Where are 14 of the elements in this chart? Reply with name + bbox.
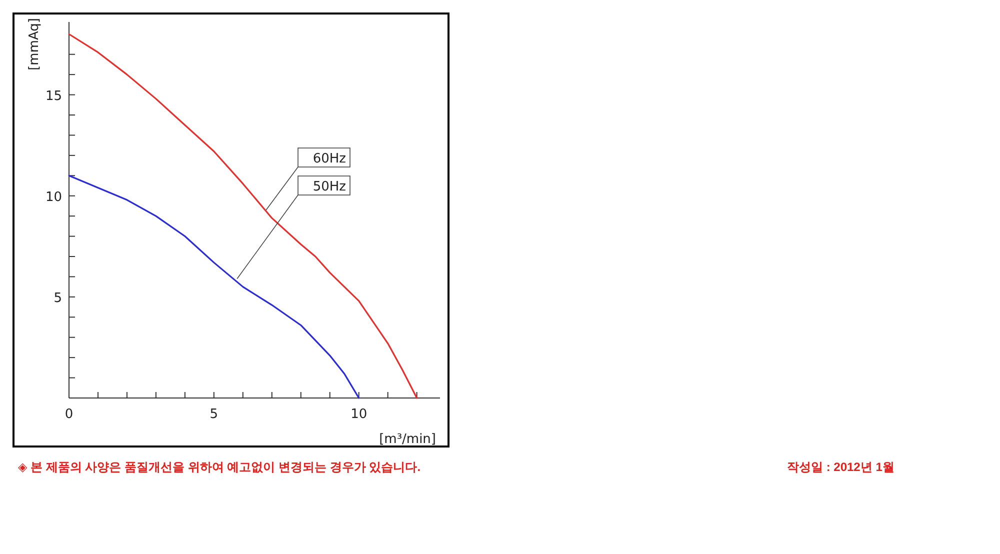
annotation: 50Hz [312,180,346,194]
y-axis-title: [mmAq] [27,18,42,70]
text: 작성일 : 2012년 1월 [787,460,894,474]
line-series [68,174,360,399]
x-tick-label: 5 [210,407,218,422]
x-tick-label: 10 [350,407,368,422]
y-tick-label: 10 [45,190,62,205]
annotation: 60Hz [312,152,346,166]
x-axis-title: [m³/min] [379,432,436,447]
y-tick-label: 15 [45,88,62,104]
y-tick-label: 5 [54,290,62,306]
text: ◈ 본 제품의 사양은 품질개선을 위하여 예고없이 변경되는 경우가 있습니다. [18,460,421,474]
line-series [68,33,418,399]
x-tick-label: 0 [64,407,74,422]
